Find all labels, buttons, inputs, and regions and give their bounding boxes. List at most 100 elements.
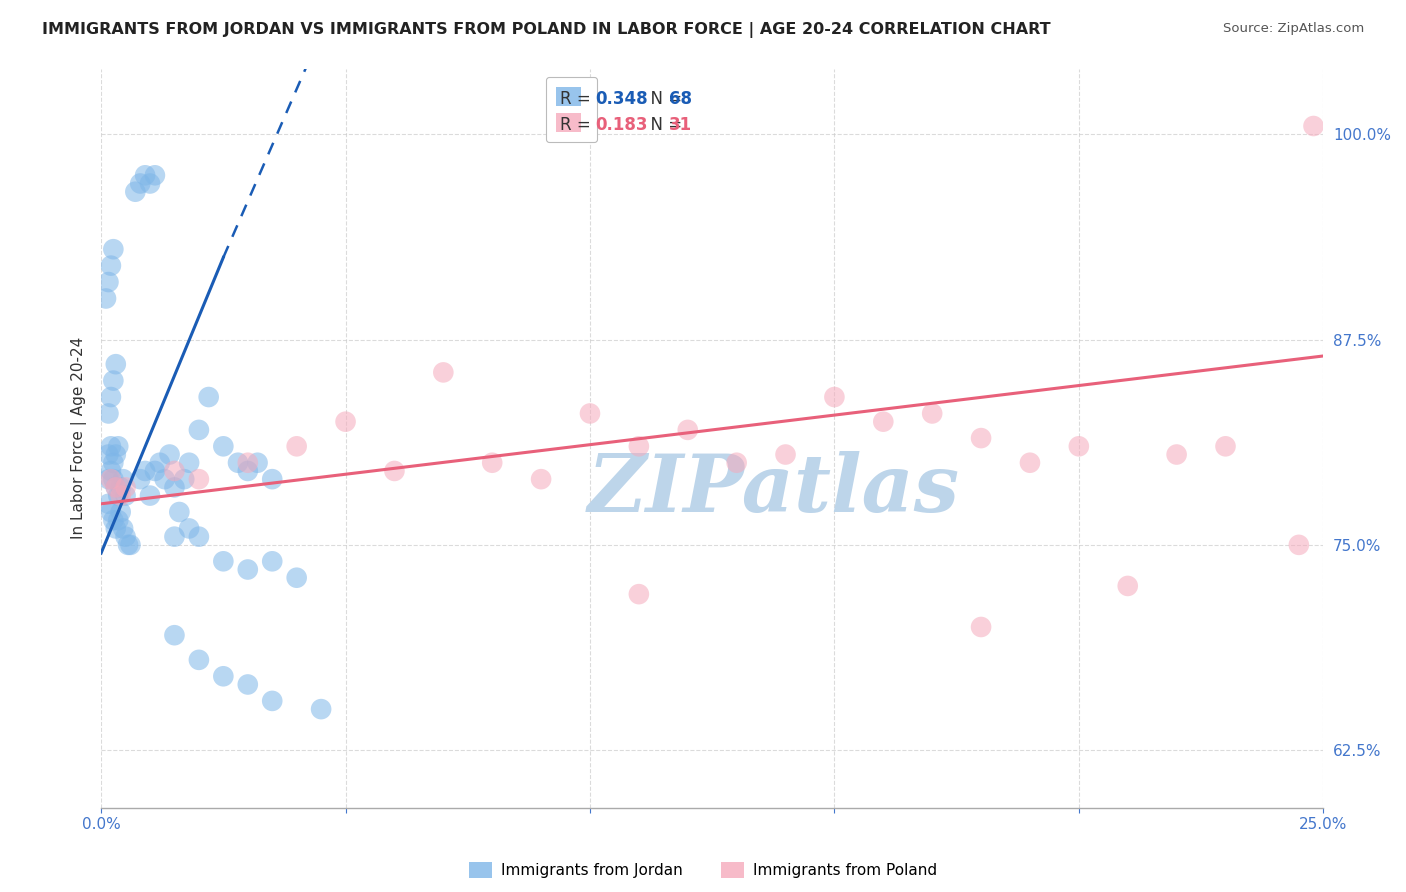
Point — [153, 472, 176, 486]
Point — [872, 415, 894, 429]
Point — [110, 480, 132, 494]
Point — [120, 538, 142, 552]
Point — [103, 374, 125, 388]
Point — [432, 365, 454, 379]
Text: ZIPatlas: ZIPatlas — [588, 451, 959, 529]
Point — [114, 530, 136, 544]
Point — [139, 489, 162, 503]
Point — [236, 464, 259, 478]
Point — [97, 497, 120, 511]
Point — [725, 456, 748, 470]
Y-axis label: In Labor Force | Age 20-24: In Labor Force | Age 20-24 — [72, 337, 87, 540]
Text: N =: N = — [640, 90, 688, 108]
Point — [212, 554, 235, 568]
Point — [173, 472, 195, 486]
Point — [823, 390, 845, 404]
Point — [262, 694, 284, 708]
Point — [129, 472, 152, 486]
Point — [112, 521, 135, 535]
Text: Source: ZipAtlas.com: Source: ZipAtlas.com — [1223, 22, 1364, 36]
Point — [262, 472, 284, 486]
Point — [1116, 579, 1139, 593]
Point — [187, 423, 209, 437]
Point — [124, 185, 146, 199]
Point — [1302, 119, 1324, 133]
Text: 0.348: 0.348 — [595, 90, 648, 108]
Text: 31: 31 — [668, 116, 692, 134]
Point — [285, 571, 308, 585]
Point — [143, 169, 166, 183]
Point — [94, 292, 117, 306]
Point — [179, 521, 201, 535]
Point — [112, 472, 135, 486]
Point — [104, 448, 127, 462]
Point — [246, 456, 269, 470]
Point — [143, 464, 166, 478]
Point — [775, 448, 797, 462]
Point — [212, 669, 235, 683]
Point — [226, 456, 249, 470]
Point — [117, 538, 139, 552]
Point — [100, 505, 122, 519]
Point — [107, 513, 129, 527]
Point — [179, 456, 201, 470]
Point — [970, 431, 993, 445]
Point — [134, 464, 156, 478]
Point — [100, 464, 122, 478]
Point — [97, 407, 120, 421]
Point — [970, 620, 993, 634]
Point — [676, 423, 699, 437]
Point — [169, 505, 191, 519]
Point — [921, 407, 943, 421]
Point — [104, 521, 127, 535]
Point — [1067, 439, 1090, 453]
Point — [110, 489, 132, 503]
Point — [97, 275, 120, 289]
Point — [262, 554, 284, 568]
Point — [197, 390, 219, 404]
Point — [159, 448, 181, 462]
Point — [134, 169, 156, 183]
Point — [100, 259, 122, 273]
Point — [107, 439, 129, 453]
Legend: Immigrants from Jordan, Immigrants from Poland: Immigrants from Jordan, Immigrants from … — [463, 856, 943, 884]
Point — [236, 562, 259, 576]
Point — [107, 489, 129, 503]
Point — [384, 464, 406, 478]
Point — [481, 456, 503, 470]
Point — [163, 530, 186, 544]
Point — [104, 357, 127, 371]
Point — [627, 587, 650, 601]
Point — [236, 677, 259, 691]
Point — [1019, 456, 1042, 470]
Point — [129, 177, 152, 191]
Point — [187, 472, 209, 486]
Point — [163, 464, 186, 478]
Point — [335, 415, 357, 429]
Point — [103, 513, 125, 527]
Point — [163, 480, 186, 494]
Legend: , : , — [546, 77, 598, 142]
Point — [530, 472, 553, 486]
Point — [285, 439, 308, 453]
Point — [103, 472, 125, 486]
Point — [149, 456, 172, 470]
Point — [187, 653, 209, 667]
Text: N =: N = — [640, 116, 688, 134]
Point — [1166, 448, 1188, 462]
Text: R =: R = — [560, 116, 596, 134]
Text: IMMIGRANTS FROM JORDAN VS IMMIGRANTS FROM POLAND IN LABOR FORCE | AGE 20-24 CORR: IMMIGRANTS FROM JORDAN VS IMMIGRANTS FRO… — [42, 22, 1050, 38]
Point — [212, 439, 235, 453]
Text: 68: 68 — [668, 90, 692, 108]
Point — [309, 702, 332, 716]
Point — [103, 242, 125, 256]
Text: 0.183: 0.183 — [595, 116, 648, 134]
Point — [103, 456, 125, 470]
Point — [163, 628, 186, 642]
Point — [627, 439, 650, 453]
Point — [104, 480, 127, 494]
Point — [1288, 538, 1310, 552]
Point — [97, 448, 120, 462]
Point — [139, 177, 162, 191]
Point — [1215, 439, 1237, 453]
